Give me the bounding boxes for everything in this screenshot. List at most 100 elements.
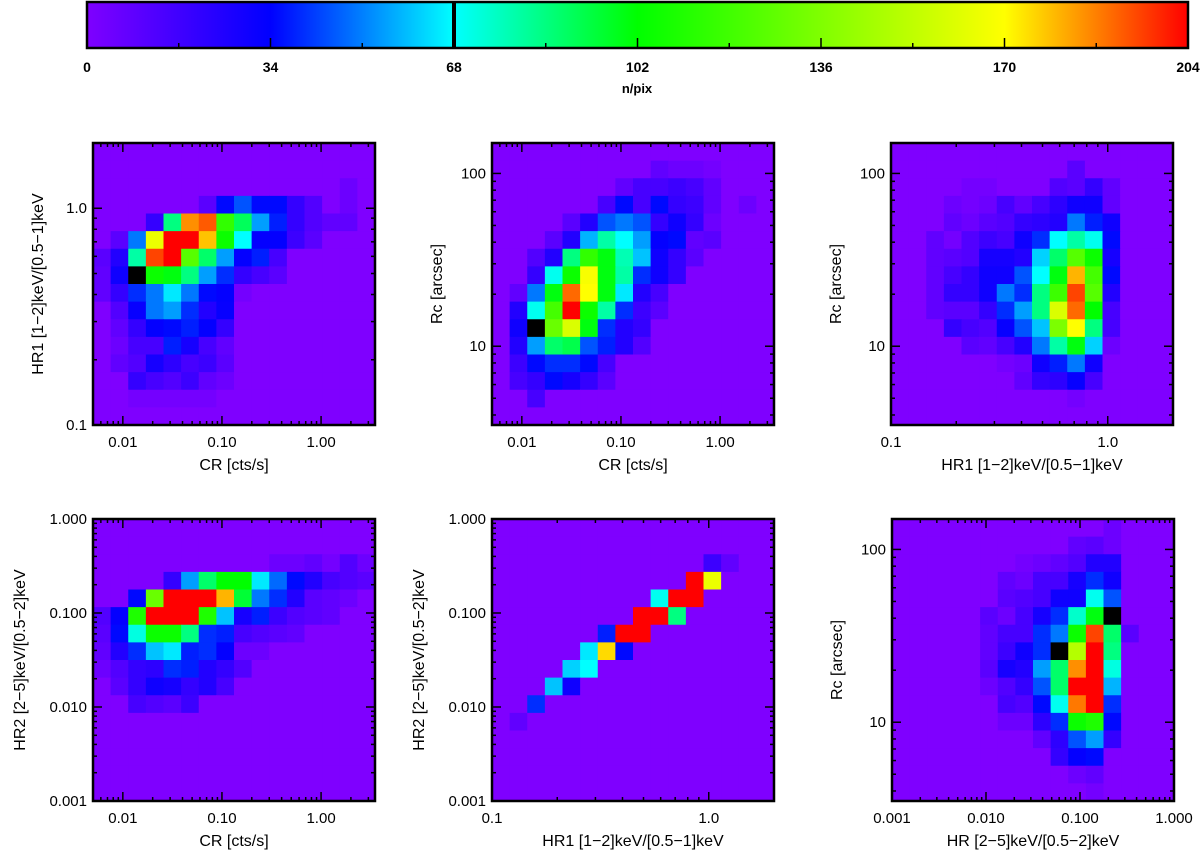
heatmap-cell: [1156, 589, 1175, 608]
heatmap-cell: [1015, 519, 1034, 538]
heatmap-cell: [110, 178, 129, 197]
heatmap-cell: [509, 407, 528, 426]
heatmap-cell: [703, 607, 722, 626]
heatmap-cell: [251, 519, 270, 538]
heatmap-cell: [216, 677, 235, 696]
heatmap-cell: [357, 160, 376, 179]
heatmap-cell: [93, 748, 112, 767]
heatmap-cell: [181, 554, 200, 573]
heatmap-cell: [944, 589, 964, 608]
heatmap-cell: [597, 783, 616, 802]
heatmap-cell: [1120, 354, 1139, 373]
heatmap-cell: [234, 266, 253, 285]
heatmap-cell: [1155, 407, 1174, 426]
heatmap-cell: [580, 712, 599, 732]
heatmap-cell: [163, 783, 182, 802]
heatmap-cell: [216, 748, 235, 767]
heatmap-cell: [1067, 231, 1086, 250]
heatmap-cell: [909, 660, 928, 679]
heatmap-cell: [615, 248, 634, 267]
heatmap-cell: [650, 677, 669, 696]
heatmap-cell: [703, 319, 722, 338]
heatmap-cell: [492, 178, 511, 197]
heatmap-cell: [703, 624, 722, 643]
heatmap-cell: [1068, 519, 1087, 538]
heatmap-cell: [633, 213, 652, 232]
heatmap-cell: [892, 677, 911, 696]
heatmap-cell: [286, 389, 306, 408]
heatmap-cell: [110, 407, 129, 426]
heatmap-cell: [979, 284, 998, 303]
heatmap-cell: [562, 624, 581, 643]
heatmap-cell: [1050, 554, 1069, 573]
heatmap-cell: [251, 607, 270, 626]
heatmap-cell: [492, 624, 511, 643]
heatmap-cell: [1138, 695, 1157, 714]
heatmap-cell: [339, 284, 358, 303]
heatmap-cell: [1049, 389, 1068, 408]
heatmap-cell: [980, 730, 999, 749]
heatmap-cell: [1137, 178, 1156, 197]
heatmap-cell: [1103, 677, 1122, 696]
heatmap-cell: [145, 284, 165, 303]
heatmap-cell: [1156, 554, 1175, 573]
heatmap-cell: [216, 231, 235, 250]
heatmap-cell: [1085, 571, 1105, 591]
heatmap-cell: [650, 284, 669, 303]
heatmap-cell: [650, 642, 669, 661]
heatmap-cell: [1050, 642, 1069, 661]
heatmap-cell: [1156, 642, 1175, 661]
heatmap-cell: [110, 589, 129, 608]
heatmap-cell: [509, 730, 528, 749]
heatmap-cell: [128, 748, 147, 767]
heatmap-cell: [633, 536, 652, 555]
heatmap-cell: [304, 589, 323, 608]
heatmap-cell: [163, 748, 182, 767]
heatmap-cell: [544, 336, 564, 356]
heatmap-cell: [527, 284, 546, 303]
heatmap-cell: [892, 589, 911, 608]
heatmap-cell: [128, 660, 147, 679]
heatmap-cell: [650, 554, 669, 573]
heatmap-cell: [110, 660, 129, 679]
heatmap-cell: [979, 354, 998, 373]
heatmap-cell: [1068, 730, 1087, 749]
heatmap-cell: [1156, 519, 1175, 538]
y-tick-label: 10: [868, 338, 885, 355]
heatmap-cell: [1085, 642, 1105, 661]
heatmap-cell: [251, 783, 270, 802]
heatmap-cell: [597, 354, 616, 373]
heatmap-cell: [615, 231, 634, 250]
heatmap-cell: [685, 213, 705, 232]
heatmap-cell: [926, 160, 945, 179]
heatmap-cell: [1156, 607, 1175, 626]
heatmap-cell: [181, 571, 200, 591]
heatmap-cell: [703, 284, 722, 303]
heatmap-cell: [909, 642, 928, 661]
heatmap-cell: [1103, 536, 1122, 555]
heatmap-cell: [927, 554, 946, 573]
heatmap-cell: [198, 248, 217, 267]
heatmap-cell: [721, 519, 740, 538]
heatmap-cell: [322, 695, 341, 714]
heatmap-cell: [650, 519, 669, 538]
heatmap-cell: [738, 554, 757, 573]
heatmap-cell: [181, 607, 200, 626]
heatmap-cell: [721, 248, 740, 267]
heatmap-cell: [128, 730, 147, 749]
heatmap-cell: [322, 730, 341, 749]
heatmap-cell: [286, 589, 306, 608]
heatmap-cell: [1014, 195, 1033, 215]
heatmap-cell: [1015, 624, 1034, 643]
heatmap-cell: [633, 783, 652, 802]
heatmap-cell: [544, 695, 564, 714]
heatmap-cell: [181, 589, 200, 608]
heatmap-cell: [198, 284, 217, 303]
heatmap-cell: [509, 677, 528, 696]
heatmap-cell: [703, 336, 722, 356]
heatmap-cell: [562, 712, 581, 732]
heatmap-cell: [1085, 695, 1105, 714]
heatmap-cell: [1102, 266, 1121, 285]
heatmap-cell: [198, 765, 217, 784]
heatmap-cell: [1137, 213, 1156, 232]
